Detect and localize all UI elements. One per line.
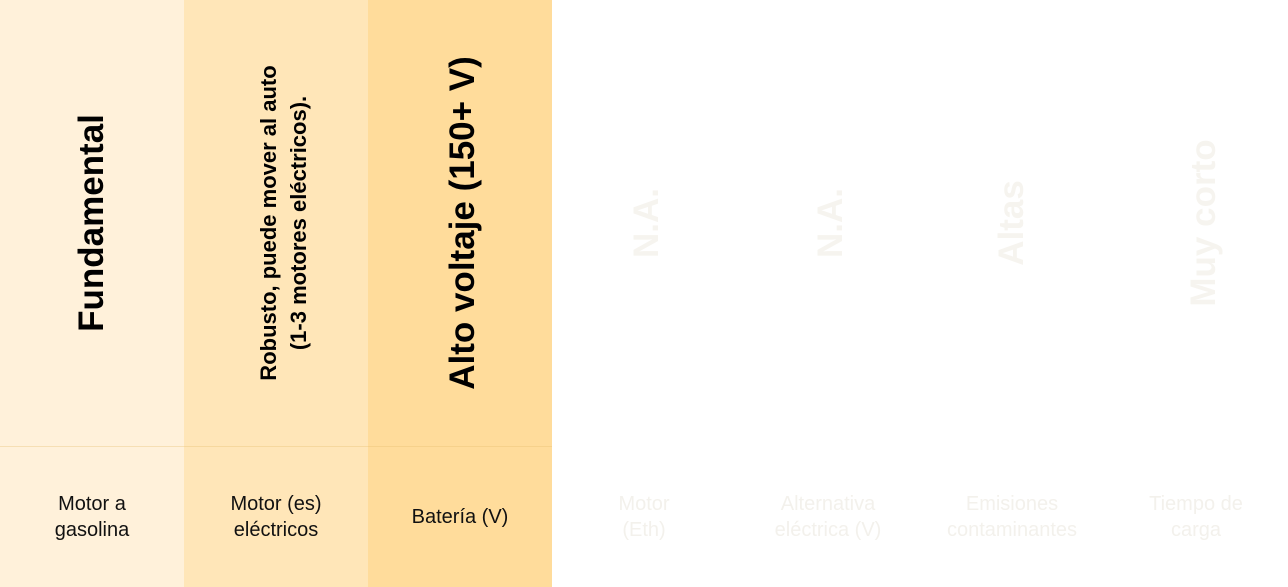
column-label-text: Motor (es) eléctricos (230, 493, 322, 541)
column-header-cell: N.A. (736, 0, 920, 447)
column-faded-3: Altas Emisiones contaminantes (920, 0, 1104, 587)
column-header-cell: Muy corto (1104, 0, 1288, 447)
column-label-text: Alternativa eléctrica (V) (774, 493, 882, 541)
column-header-cell: Robusto, puede mover al auto (1-3 motore… (184, 0, 368, 447)
column-header-text: N.A. (811, 188, 850, 258)
column-label-text: Motor (Eth) (618, 493, 670, 541)
column-header-cell: Fundamental (0, 0, 184, 447)
column-label-cell: Motor a gasolina (0, 447, 184, 587)
column-label-text: Batería (V) (411, 506, 509, 528)
column-header-text: Alto voltaje (150+ V) (443, 56, 482, 390)
column-header-text: N.A. (627, 188, 666, 258)
column-label-text: Motor a gasolina (54, 493, 130, 541)
column-label-cell: Emisiones contaminantes (920, 447, 1104, 587)
column-electric-motors: Robusto, puede mover al auto (1-3 motore… (184, 0, 368, 587)
column-header-text: Altas (992, 180, 1031, 266)
column-battery: Alto voltaje (150+ V) Batería (V) (368, 0, 552, 587)
column-label-text: Emisiones contaminantes (946, 493, 1078, 541)
column-header-cell: Altas (920, 0, 1104, 447)
column-faded-4: Muy corto Tiempo de carga (1104, 0, 1288, 587)
column-header-text: Robusto, puede mover al auto (1-3 motore… (256, 65, 311, 381)
column-header-cell: Alto voltaje (150+ V) (368, 0, 552, 447)
column-label-text: Tiempo de carga (1149, 493, 1243, 541)
column-label-cell: Tiempo de carga (1104, 447, 1288, 587)
column-label-cell: Motor (Eth) (552, 447, 736, 587)
column-label-cell: Motor (es) eléctricos (184, 447, 368, 587)
column-header-cell: N.A. (552, 0, 736, 447)
column-faded-1: N.A. Motor (Eth) (552, 0, 736, 587)
column-faded-2: N.A. Alternativa eléctrica (V) (736, 0, 920, 587)
column-label-cell: Alternativa eléctrica (V) (736, 447, 920, 587)
column-label-cell: Batería (V) (368, 447, 552, 587)
column-header-text: Muy corto (1184, 139, 1223, 307)
column-header-text: Fundamental (72, 114, 111, 332)
column-gasoline-engine: Fundamental Motor a gasolina (0, 0, 184, 587)
